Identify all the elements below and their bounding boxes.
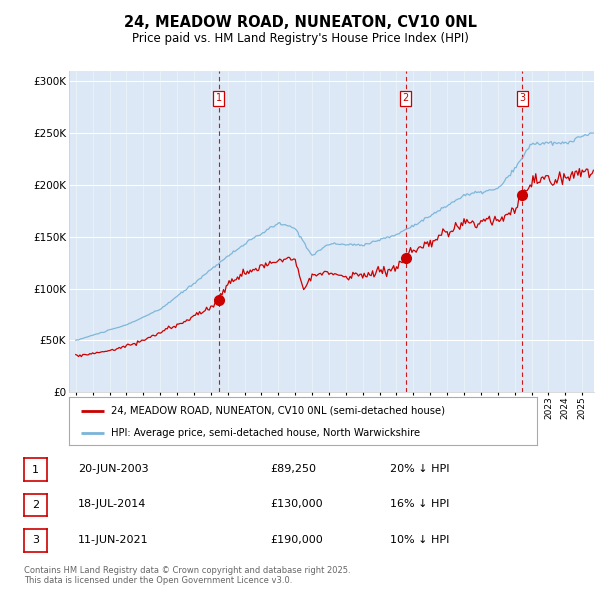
Text: £130,000: £130,000 — [270, 500, 323, 509]
Text: 3: 3 — [519, 93, 525, 103]
Text: 24, MEADOW ROAD, NUNEATON, CV10 0NL (semi-detached house): 24, MEADOW ROAD, NUNEATON, CV10 0NL (sem… — [111, 405, 445, 415]
Text: 3: 3 — [32, 536, 39, 545]
Text: Contains HM Land Registry data © Crown copyright and database right 2025.
This d: Contains HM Land Registry data © Crown c… — [24, 566, 350, 585]
Text: 2: 2 — [32, 500, 39, 510]
Text: 18-JUL-2014: 18-JUL-2014 — [78, 500, 146, 509]
Text: 24, MEADOW ROAD, NUNEATON, CV10 0NL: 24, MEADOW ROAD, NUNEATON, CV10 0NL — [124, 15, 476, 30]
Text: 20-JUN-2003: 20-JUN-2003 — [78, 464, 149, 474]
Text: 20% ↓ HPI: 20% ↓ HPI — [390, 464, 449, 474]
Text: Price paid vs. HM Land Registry's House Price Index (HPI): Price paid vs. HM Land Registry's House … — [131, 32, 469, 45]
Text: 1: 1 — [32, 465, 39, 474]
Text: 2: 2 — [403, 93, 409, 103]
Text: £89,250: £89,250 — [270, 464, 316, 474]
Text: HPI: Average price, semi-detached house, North Warwickshire: HPI: Average price, semi-detached house,… — [111, 428, 420, 438]
Text: 10% ↓ HPI: 10% ↓ HPI — [390, 535, 449, 545]
Text: 1: 1 — [215, 93, 222, 103]
Text: 16% ↓ HPI: 16% ↓ HPI — [390, 500, 449, 509]
Text: £190,000: £190,000 — [270, 535, 323, 545]
Text: 11-JUN-2021: 11-JUN-2021 — [78, 535, 149, 545]
